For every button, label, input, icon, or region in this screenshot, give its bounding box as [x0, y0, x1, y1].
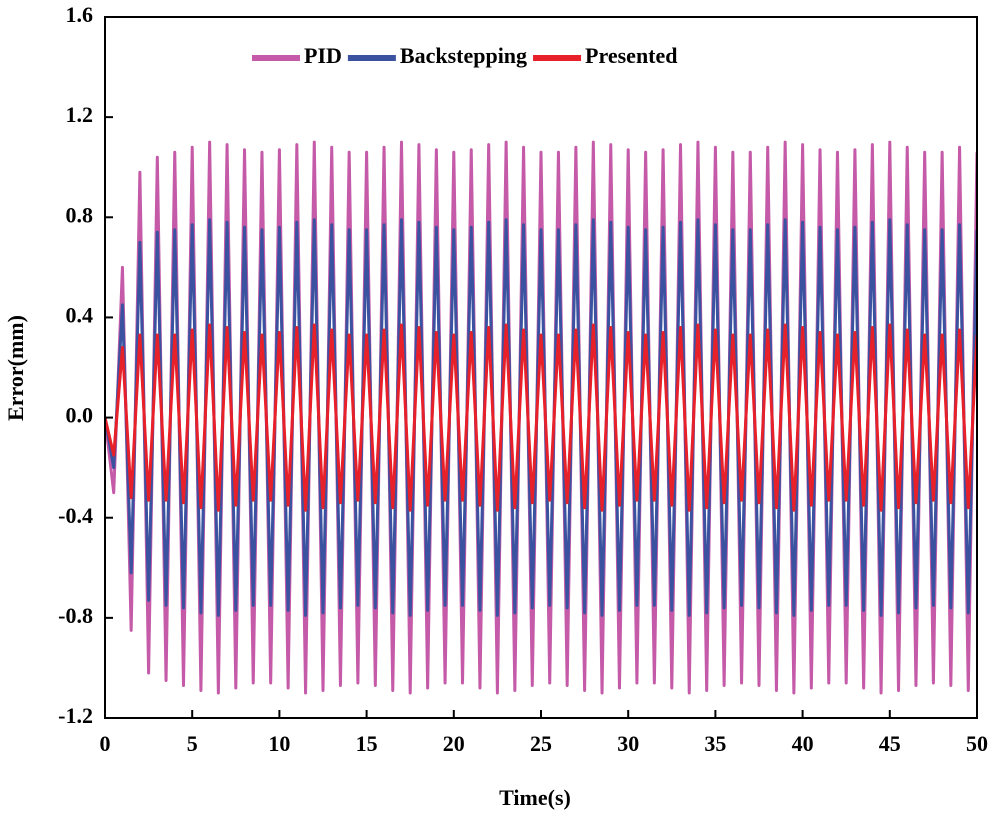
x-tick-label: 10 [268, 731, 290, 756]
legend-label: PID [304, 43, 342, 68]
y-tick-label: 1.6 [66, 2, 94, 27]
x-tick-label: 50 [966, 731, 988, 756]
x-tick-label: 0 [100, 731, 111, 756]
y-tick-label: 0.8 [66, 202, 94, 227]
x-tick-label: 45 [879, 731, 901, 756]
legend-label: Backstepping [400, 43, 527, 68]
x-tick-label: 35 [704, 731, 726, 756]
y-tick-label: 0.0 [66, 403, 94, 428]
x-axis-label: Time(s) [499, 785, 571, 810]
y-axis-label: Error(mm) [3, 315, 28, 421]
x-tick-label: 20 [443, 731, 465, 756]
y-tick-label: -0.4 [58, 503, 93, 528]
x-tick-label: 25 [530, 731, 552, 756]
data-line [105, 323, 977, 512]
x-tick-label: 15 [356, 731, 378, 756]
data-line [105, 218, 977, 617]
legend-label: Presented [585, 43, 677, 68]
y-tick-label: -0.8 [58, 603, 93, 628]
y-tick-label: 1.2 [66, 102, 94, 127]
y-tick-label: 0.4 [66, 302, 94, 327]
x-tick-label: 5 [187, 731, 198, 756]
y-tick-label: -1.2 [58, 703, 93, 728]
x-tick-label: 30 [617, 731, 639, 756]
x-tick-label: 40 [792, 731, 814, 756]
